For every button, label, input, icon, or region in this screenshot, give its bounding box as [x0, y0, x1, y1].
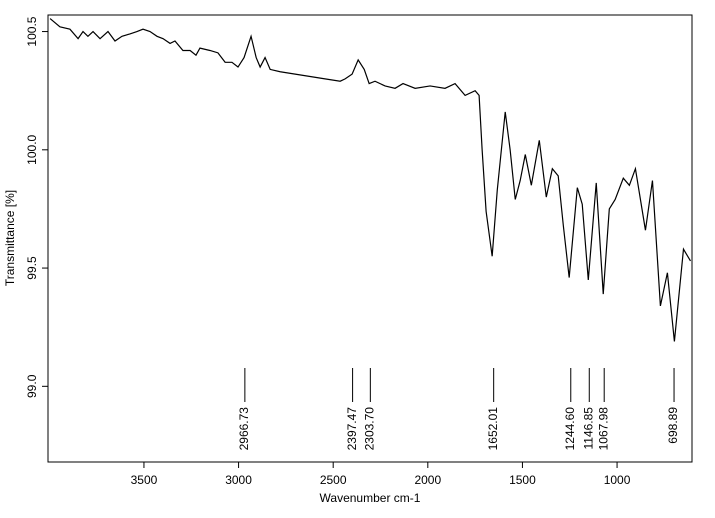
peak-label: 1146.85 — [581, 407, 595, 450]
x-tick-label: 1500 — [509, 473, 536, 487]
peak-label: 1067.98 — [596, 407, 610, 451]
x-tick-label: 3500 — [131, 473, 158, 487]
y-axis-label: Transmittance [%] — [3, 190, 17, 286]
y-tick-label: 100.5 — [25, 16, 39, 46]
peak-label: 698.89 — [666, 407, 680, 444]
x-tick-label: 2000 — [414, 473, 441, 487]
peak-label: 1244.60 — [563, 407, 577, 451]
x-tick-label: 1000 — [604, 473, 631, 487]
peak-label: 2397.47 — [345, 407, 359, 451]
spectrum-line — [49, 18, 692, 342]
x-tick-label: 3000 — [225, 473, 252, 487]
peak-label: 2303.70 — [363, 407, 377, 451]
y-tick-label: 99.0 — [25, 374, 39, 398]
plot-frame — [47, 14, 693, 463]
y-tick-label: 100.0 — [25, 134, 39, 164]
x-tick-label: 2500 — [320, 473, 347, 487]
y-tick-label: 99.5 — [25, 256, 39, 280]
peak-label: 2966.73 — [237, 407, 251, 451]
x-axis-label: Wavenumber cm-1 — [320, 491, 421, 505]
peak-label: 1652.01 — [486, 407, 500, 451]
